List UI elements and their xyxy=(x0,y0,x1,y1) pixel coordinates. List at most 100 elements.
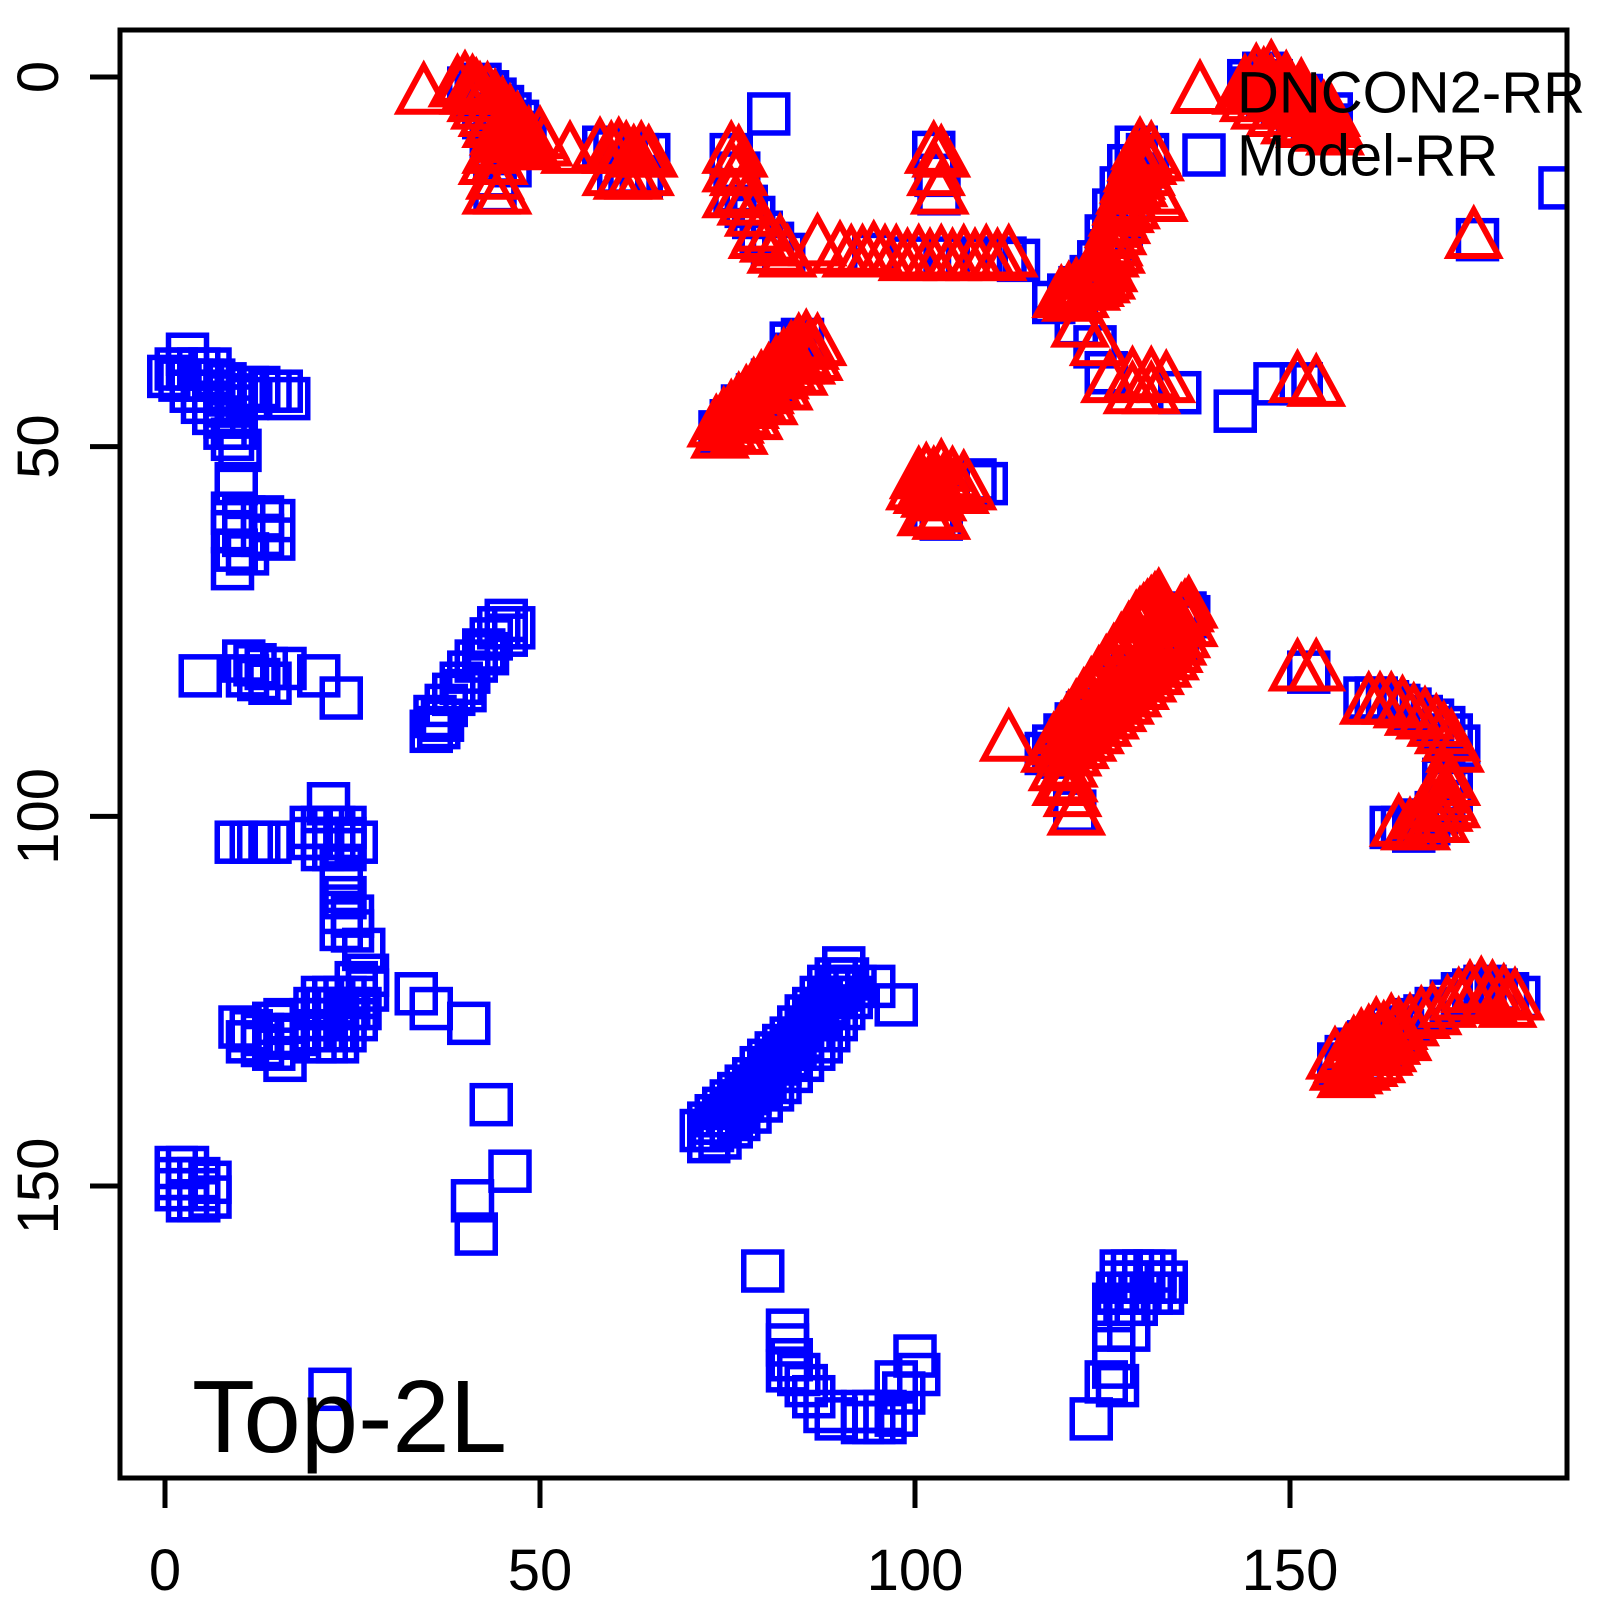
model-rr-square xyxy=(432,672,476,717)
dncon2-rr-triangle xyxy=(1128,166,1189,222)
dncon2-rr-triangle xyxy=(1121,344,1182,400)
dncon2-rr-triangle xyxy=(909,159,970,215)
model-rr-square xyxy=(225,532,270,576)
model-rr-square xyxy=(147,354,191,399)
model-rr-square xyxy=(874,983,918,1027)
model-rr-square xyxy=(210,417,255,462)
dncon2-rr-triangle xyxy=(1031,750,1092,807)
model-rr-square xyxy=(488,1149,532,1193)
dncon2-rr-triangle xyxy=(1049,262,1111,319)
model-rr-square xyxy=(259,369,303,413)
x-tick-label: 100 xyxy=(867,1538,964,1600)
model-rr-square xyxy=(450,1179,495,1223)
plot-border xyxy=(117,27,1570,1481)
dncon2-rr-triangle xyxy=(1304,100,1366,156)
model-rr-square xyxy=(447,1001,491,1046)
dncon2-rr-triangle xyxy=(1484,965,1546,1021)
dncon2-rr-triangle xyxy=(1286,636,1347,692)
dncon2-rr-triangle xyxy=(1428,965,1489,1021)
dncon2-rr-triangle xyxy=(1128,565,1189,622)
model-rr-square xyxy=(218,428,262,473)
model-rr-square xyxy=(394,972,438,1016)
model-rr-square xyxy=(214,406,258,450)
y-tick-label: 50 xyxy=(6,414,71,479)
dncon2-rr-triangle xyxy=(978,706,1039,762)
model-rr-square xyxy=(492,606,536,650)
model-rr-square xyxy=(1213,389,1257,433)
model-rr-square xyxy=(188,1175,232,1219)
dncon2-rr-triangle xyxy=(1027,735,1088,792)
dncon2-rr-triangle xyxy=(1286,351,1347,407)
dncon2-rr-triangle xyxy=(603,144,664,200)
model-rr-square xyxy=(758,1060,802,1105)
x-axis: 0 50 100 150 xyxy=(149,1478,1339,1600)
model-rr-square xyxy=(484,613,528,657)
model-rr-square xyxy=(177,1179,221,1223)
x-tick-label: 150 xyxy=(1242,1538,1339,1600)
model-rr-square xyxy=(267,376,311,421)
dncon2-rr-triangle xyxy=(1049,292,1111,348)
dncon2-rr-triangle xyxy=(1383,680,1444,736)
legend-square-icon xyxy=(1182,133,1226,177)
dncon2-rr-triangle xyxy=(1070,248,1132,304)
dncon2-rr-triangle xyxy=(614,140,676,197)
model-rr-square xyxy=(829,975,873,1020)
dncon2-rr-triangle xyxy=(393,59,454,115)
model-rr-square xyxy=(822,986,866,1031)
model-rr-square xyxy=(807,1008,851,1053)
model-rr-square xyxy=(687,1119,731,1164)
dncon2-rr-triangle xyxy=(783,325,844,381)
x-tick-label: 50 xyxy=(508,1538,573,1600)
dncon2-rr-triangle xyxy=(905,140,967,197)
model-rr-square xyxy=(792,1374,836,1419)
model-rr-square xyxy=(454,1212,498,1256)
dncon2-rr-triangle xyxy=(937,455,998,511)
dncon2-rr-triangle xyxy=(1042,761,1103,818)
plot-annotation: Top-2L xyxy=(192,1359,507,1474)
dncon2-rr-triangle xyxy=(1421,750,1482,807)
y-tick-label: 100 xyxy=(6,768,71,865)
model-rr-square xyxy=(237,365,281,410)
model-rr-square xyxy=(777,1352,821,1397)
dncon2-rr-triangle xyxy=(1136,347,1197,404)
dncon2-rr-triangle xyxy=(1267,347,1328,404)
model-rr-square xyxy=(874,1393,918,1437)
legend-label-dncon2: DNCON2-RR xyxy=(1237,61,1585,126)
model-rr-square xyxy=(274,1012,318,1057)
legend-label-model: Model-RR xyxy=(1237,124,1498,189)
model-rr-square xyxy=(1069,1397,1113,1441)
y-axis: 0 50 100 150 xyxy=(6,61,120,1235)
x-tick-label: 0 xyxy=(149,1538,181,1600)
model-rr-square xyxy=(417,705,461,750)
model-rr-square xyxy=(462,628,506,672)
dncon2-rr-triangle xyxy=(1443,203,1504,259)
dncon2-rr-triangle xyxy=(1121,358,1182,415)
model-rr-square xyxy=(237,657,281,702)
model-rr-square xyxy=(409,709,453,754)
model-rr-square xyxy=(240,1023,285,1068)
dncon2-rr-points xyxy=(393,37,1546,1099)
dncon2-rr-triangle xyxy=(1477,972,1538,1028)
model-rr-square xyxy=(897,1352,941,1397)
dncon2-rr-triangle xyxy=(1158,591,1219,648)
model-rr-square xyxy=(248,661,292,706)
model-rr-square xyxy=(741,1249,785,1293)
model-rr-square xyxy=(769,1337,813,1382)
dncon2-rr-triangle xyxy=(513,111,574,167)
model-rr-square xyxy=(214,461,258,506)
y-tick-label: 150 xyxy=(6,1138,71,1235)
model-rr-square xyxy=(315,1020,360,1064)
model-rr-square xyxy=(319,676,363,720)
dncon2-rr-triangle xyxy=(472,159,533,215)
model-rr-square xyxy=(747,92,791,136)
model-rr-square xyxy=(210,546,255,591)
legend: DNCON2-RR Model-RR xyxy=(1170,57,1585,189)
dncon2-rr-triangle xyxy=(1361,669,1422,725)
dncon2-rr-triangle xyxy=(1079,347,1141,404)
model-rr-square xyxy=(252,1027,296,1071)
dncon2-rr-triangle xyxy=(978,222,1039,278)
model-rr-square xyxy=(409,986,453,1031)
model-rr-square xyxy=(769,1049,813,1094)
legend-triangle-icon xyxy=(1170,57,1230,114)
